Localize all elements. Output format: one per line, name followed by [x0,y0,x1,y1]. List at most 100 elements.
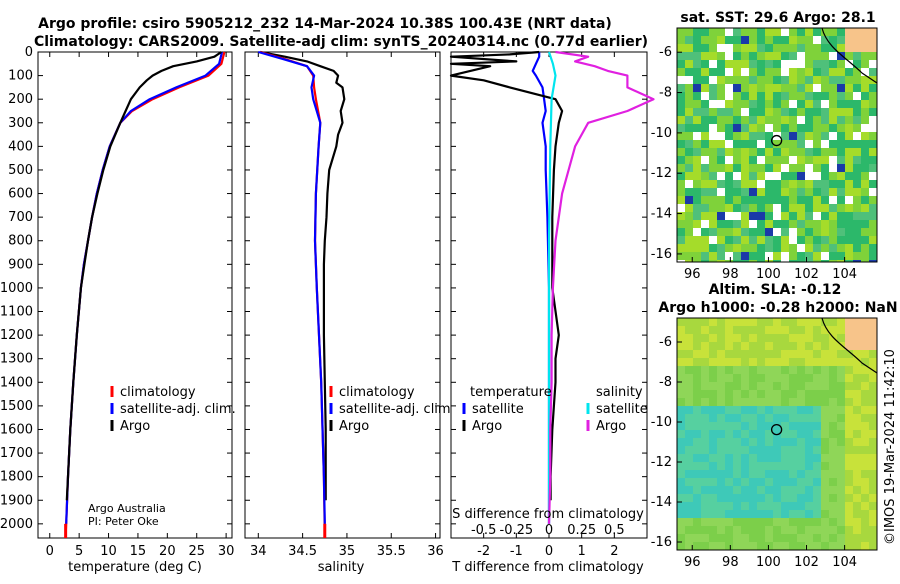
p-sla-cell [789,462,797,470]
p-sst-cell [797,124,805,132]
p-sla-cell [757,382,765,390]
salinity-xlabel: salinity [318,560,365,575]
p-sla-cell [741,422,749,430]
p-sst-cell [789,68,797,76]
timestamp: ©IMOS 19-Mar-2024 11:42:10 [883,349,898,545]
p-sst-cell [845,84,853,92]
p-sla-cell [837,542,845,550]
p-sst-cell [829,148,837,156]
p-sla-cell [869,382,877,390]
p-sla-cell [845,374,853,382]
p-sla-cell [677,518,685,526]
p-sst-cell [733,148,741,156]
p-sst-cell [845,52,853,60]
p-sst-cell [749,236,757,244]
p-sst-cell [813,188,821,196]
p-sla-cell [861,486,869,494]
p-sla-cell [861,542,869,550]
p-sla-cell [845,510,853,518]
p-sst-cell [813,148,821,156]
difference-s-xtick-label: -0.5 [471,523,496,538]
p-sla-cell [693,438,701,446]
p-sla-cell [853,462,861,470]
p-sla-cell [741,414,749,422]
p-sla-cell [789,430,797,438]
p-sla-cell [821,438,829,446]
p-sst-cell [837,156,845,164]
p-sla-cell [781,326,789,334]
p-sla-cell [781,334,789,342]
p-sla-cell [781,494,789,502]
p-sla-cell [789,358,797,366]
p-sla-cell [685,398,693,406]
p-sla-cell [701,350,709,358]
p-sst-cell [813,228,821,236]
p-sst-cell [741,116,749,124]
p-sla-cell [845,454,853,462]
p-sst-cell [693,260,701,262]
p-sst-cell [773,172,781,180]
p-sla-cell [677,454,685,462]
p-sst-cell [765,196,773,204]
p-sla-cell [701,494,709,502]
p-sst-cell [685,228,693,236]
p-sla-cell [789,510,797,518]
p-sst-cell [781,36,789,44]
p-sla-cell [821,374,829,382]
p-sla-cell [805,398,813,406]
p-sla-cell [781,382,789,390]
p-sst-cell [717,132,725,140]
p-sla-cell [805,542,813,550]
p-sla-cell [749,374,757,382]
p-sla-cell [685,534,693,542]
p-sst-cell [837,180,845,188]
p-sst-cell [789,228,797,236]
p-sst-cell [677,220,685,228]
p-sst-cell [725,244,733,252]
p-sla-cell [773,454,781,462]
p-sla-cell [757,542,765,550]
p-sst-cell [757,244,765,252]
p-sst-cell [685,60,693,68]
p-sst-cell [805,204,813,212]
p-sla-cell [765,398,773,406]
p-sst-cell [765,252,773,260]
p-sst-cell [677,108,685,116]
salinity-xtick-label: 35.5 [377,544,406,559]
p-sst-cell [717,84,725,92]
p-sst-cell [733,212,741,220]
p-sst-cell [797,212,805,220]
p-sla-cell [677,486,685,494]
p-sst-cell [837,140,845,148]
p-sst-cell [701,124,709,132]
p-sla-cell [709,398,717,406]
p-sst-cell [869,84,877,92]
p-sla-cell [829,518,837,526]
p-sla-cell [837,374,845,382]
p-sla-cell [685,382,693,390]
p-sla-cell [845,486,853,494]
p-sst-cell [685,36,693,44]
temperature-ytick-label: 1100 [0,305,33,320]
p-sla-cell [797,542,805,550]
p-sla-cell [821,350,829,358]
p-sla-cell [781,406,789,414]
difference-legend-salinity-title: salinity [596,385,643,400]
p-sla-cell [701,374,709,382]
p-sla-cell [709,462,717,470]
p-sst-cell [749,196,757,204]
p-sst-cell [813,260,821,262]
difference-legend-t-argo-label: Argo [472,419,502,434]
p-sst-cell [741,212,749,220]
difference-s-xtick-label: -0.25 [500,523,534,538]
p-sla-cell [861,374,869,382]
p-sst-cell [821,92,829,100]
p-sla-cell [853,398,861,406]
p-sla-cell [805,526,813,534]
p-sla-cell [717,454,725,462]
p-sla-cell [781,358,789,366]
p-sla-cell [869,486,877,494]
p-sst-cell [869,156,877,164]
p-sla-cell [853,430,861,438]
p-sla-cell [701,510,709,518]
